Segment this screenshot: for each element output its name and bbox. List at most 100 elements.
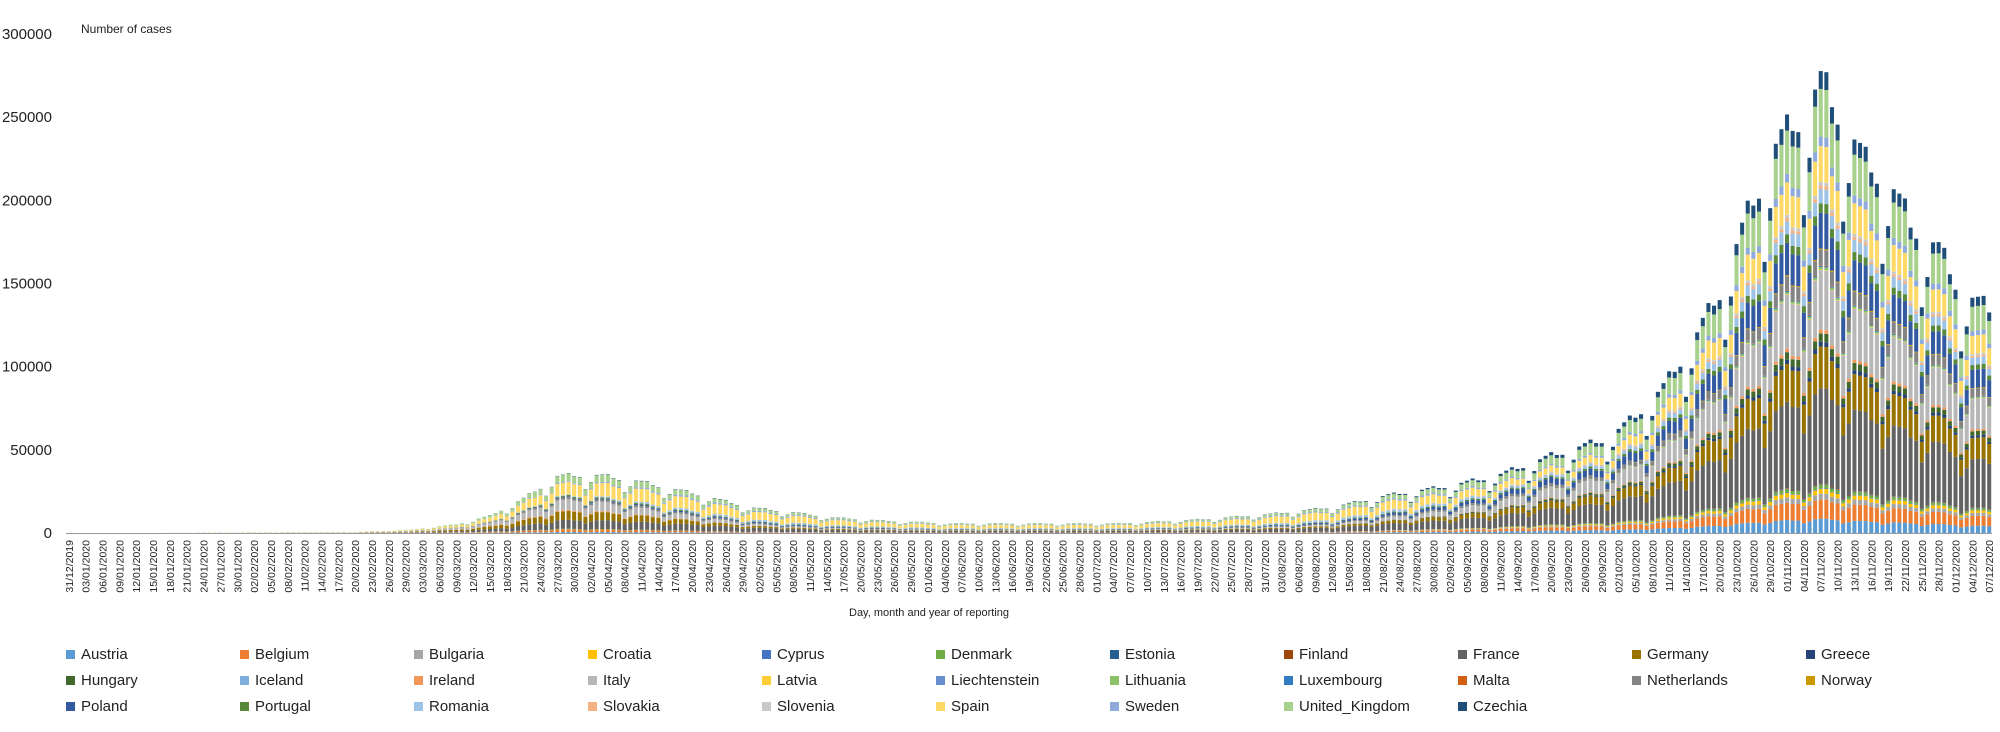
bar-segment (1835, 353, 1840, 357)
bar-segment (1829, 212, 1834, 216)
bar-segment (633, 487, 638, 489)
bar-segment (807, 528, 813, 530)
bar-segment (1745, 254, 1750, 281)
bar-segment (712, 518, 717, 523)
bar-segment (1824, 518, 1829, 533)
bar-segment (1818, 188, 1823, 204)
bar-segment (1813, 161, 1818, 196)
bar-segment (1425, 512, 1430, 517)
bar-segment (1706, 368, 1711, 374)
bar-segment (886, 521, 891, 523)
bar-segment (1571, 525, 1576, 526)
bar-segment (487, 526, 492, 530)
bar-segment (684, 497, 689, 509)
bar-segment (532, 532, 537, 533)
bar-segment (667, 530, 672, 533)
bar-segment (1599, 495, 1604, 497)
bar-segment (1515, 527, 1520, 528)
y-tick-label: 50000 (10, 442, 52, 459)
bar-segment (1515, 489, 1520, 495)
bar-segment (1279, 515, 1284, 517)
bar-segment (774, 528, 779, 532)
bar-segment (1509, 476, 1514, 479)
bar-segment (1038, 524, 1043, 525)
bar-segment (611, 502, 616, 505)
bar-segment (1560, 499, 1565, 501)
bar-segment (959, 530, 964, 533)
bar-segment (1184, 530, 1189, 533)
bar-segment (1358, 518, 1363, 521)
bar-segment (577, 511, 582, 513)
bar-segment (1644, 459, 1649, 460)
bar-segment (594, 483, 599, 497)
bar-segment (1633, 466, 1638, 468)
bar-segment (1818, 341, 1823, 347)
bar-segment (1549, 530, 1554, 533)
bar-segment (1588, 492, 1593, 495)
bar-segment (1824, 484, 1829, 485)
bar-segment (864, 523, 869, 528)
bar-segment (1296, 523, 1301, 526)
bar-segment (605, 496, 610, 498)
bar-segment (1240, 529, 1245, 533)
bar-segment (1813, 495, 1818, 501)
bar-segment (1745, 329, 1750, 341)
bar-segment (1829, 487, 1834, 489)
bar-segment (1420, 489, 1425, 491)
bar-segment (774, 532, 779, 533)
bar-segment (1414, 523, 1419, 531)
bar-segment (656, 517, 661, 518)
bar-segment (1431, 506, 1436, 510)
bar-segment (617, 532, 622, 533)
bar-segment (566, 494, 571, 495)
bar-segment (465, 528, 470, 530)
bar-segment (1380, 521, 1385, 525)
bar-segment (1184, 527, 1189, 529)
bar-segment (1639, 418, 1644, 432)
bar-segment (482, 527, 487, 530)
bar-segment (1818, 346, 1823, 389)
bar-segment (1397, 515, 1402, 517)
bar-segment (1487, 492, 1492, 497)
bar-segment (1824, 250, 1829, 266)
bar-segment (723, 518, 728, 521)
bar-segment (1448, 498, 1453, 502)
bar-segment (1470, 487, 1475, 496)
bar-segment (645, 487, 650, 490)
bar-segment (1262, 516, 1267, 518)
bar-segment (409, 532, 414, 533)
bar-segment (1728, 296, 1733, 306)
bar-segment (1785, 218, 1790, 222)
bar-segment (1841, 510, 1846, 524)
bar-segment (1274, 524, 1279, 526)
bar-segment (1268, 529, 1273, 533)
bar-segment (1723, 387, 1728, 390)
bar-segment (1801, 349, 1806, 350)
bar-segment (1790, 299, 1795, 301)
bar-segment (1509, 496, 1514, 505)
bar-segment (1644, 493, 1649, 503)
bar-segment (1706, 358, 1711, 360)
bar-segment (1773, 307, 1778, 309)
bar-segment (1728, 398, 1733, 429)
bar-segment (1689, 515, 1694, 518)
bar-segment (684, 532, 689, 533)
bar-segment (1521, 493, 1526, 496)
bar-segment (499, 531, 504, 533)
bar-segment (1358, 523, 1363, 526)
bar-segment (555, 510, 560, 512)
bar-segment (566, 498, 571, 510)
bar-segment (1594, 477, 1599, 481)
bar-segment (1824, 72, 1829, 91)
bar-segment (1678, 407, 1683, 410)
bar-segment (1566, 480, 1571, 486)
bar-segment (1245, 526, 1251, 528)
bar-segment (1745, 501, 1750, 505)
bar-segment (1543, 527, 1548, 531)
bar-segment (1756, 294, 1761, 302)
bar-segment (1397, 520, 1402, 524)
bar-segment (617, 503, 622, 506)
bar-segment (1768, 345, 1773, 348)
bar-segment (785, 528, 790, 530)
bar-segment (1464, 504, 1469, 507)
